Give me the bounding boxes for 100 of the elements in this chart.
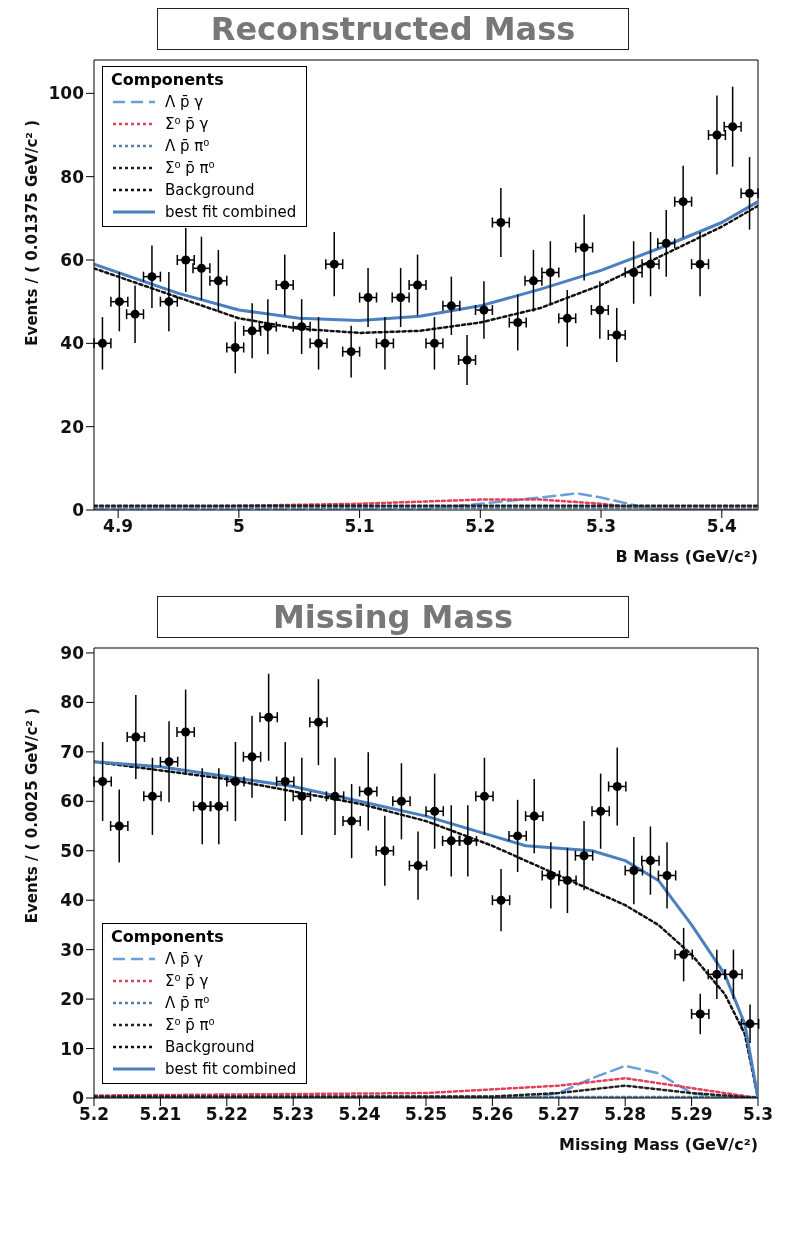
point [347, 816, 357, 826]
y-tick-label: 20 [60, 416, 85, 437]
point [596, 806, 606, 816]
point [645, 856, 655, 866]
x-tick-label: 5.2 [465, 516, 496, 537]
point [646, 259, 656, 269]
point [313, 717, 323, 727]
y-tick-label: 40 [60, 333, 85, 354]
point [612, 781, 622, 791]
x-tick-label: 5.24 [338, 1104, 381, 1125]
point [446, 301, 456, 311]
point [513, 831, 523, 841]
x-tick-label: 5.25 [405, 1104, 447, 1125]
x-tick-label: 5.22 [205, 1104, 248, 1125]
point [413, 861, 423, 871]
y-tick-label: 20 [60, 989, 85, 1010]
point [164, 757, 174, 767]
legend-title: Components [111, 927, 225, 946]
y-tick-label: 30 [60, 939, 85, 960]
point [446, 836, 456, 846]
point [346, 347, 356, 357]
point [247, 752, 257, 762]
point [529, 811, 539, 821]
y-tick-label: 60 [60, 791, 85, 812]
legend-label: Background [165, 1038, 255, 1056]
legend-label: Background [165, 181, 255, 199]
point [264, 712, 274, 722]
legend-title: Components [111, 70, 225, 89]
point [114, 821, 124, 831]
x-tick-label: 5.26 [471, 1104, 514, 1125]
point [363, 292, 373, 303]
point [329, 259, 339, 269]
point [496, 895, 506, 905]
x-tick-label: 5.23 [272, 1104, 315, 1125]
x-tick-label: 5.21 [139, 1104, 182, 1125]
point [662, 870, 672, 880]
point [363, 786, 373, 796]
point [131, 732, 141, 742]
chart-title: Reconstructed Mass [157, 8, 629, 50]
point [98, 777, 108, 787]
point [728, 122, 738, 132]
point [181, 255, 191, 265]
point [712, 130, 722, 140]
legend-label: Σ⁰ p̄ γ [165, 115, 209, 133]
point [546, 870, 556, 880]
x-tick-label: 5.1 [344, 516, 375, 537]
x-tick-label: 5.3 [585, 516, 617, 537]
y-tick-label: 60 [60, 250, 85, 271]
point [679, 950, 689, 960]
point [579, 242, 589, 253]
y-tick-label: 80 [60, 692, 85, 713]
point [314, 338, 324, 348]
y-tick-label: 0 [72, 500, 85, 521]
point [147, 272, 157, 282]
legend-label: Λ p̄ π⁰ [165, 137, 210, 155]
point [396, 292, 406, 303]
legend-label: Λ p̄ π⁰ [165, 994, 210, 1012]
y-tick-label: 10 [60, 1038, 85, 1059]
x-axis-title: Missing Mass (GeV/c²) [558, 1135, 758, 1154]
point [130, 309, 140, 319]
x-tick-label: 4.9 [103, 516, 134, 537]
point [612, 330, 622, 340]
point [496, 217, 506, 228]
point [147, 791, 157, 801]
point [430, 806, 440, 816]
point [396, 796, 406, 806]
point [629, 267, 639, 278]
x-tick-label: 5.2 [78, 1104, 110, 1125]
legend-label: Λ p̄ γ [165, 950, 204, 968]
point [528, 276, 538, 286]
point [263, 322, 273, 332]
x-tick-label: 5.28 [604, 1104, 647, 1125]
legend-label: best fit combined [165, 1060, 297, 1078]
point [380, 846, 390, 856]
point [280, 777, 290, 787]
point [479, 305, 489, 315]
legend-label: best fit combined [165, 203, 297, 221]
point [413, 280, 423, 290]
x-tick-label: 5 [232, 516, 245, 537]
point [745, 1019, 755, 1029]
x-tick-label: 5.4 [706, 516, 738, 537]
point [380, 338, 390, 348]
point [429, 338, 439, 348]
point [695, 1009, 705, 1019]
y-tick-label: 50 [60, 840, 85, 861]
point [97, 338, 107, 348]
point [712, 969, 722, 979]
legend-label: Σ⁰ p̄ π⁰ [165, 1016, 215, 1034]
point [545, 267, 555, 278]
point [297, 791, 307, 801]
x-axis-title: B Mass (GeV/c²) [615, 547, 758, 566]
point [661, 238, 671, 248]
point [695, 259, 705, 269]
x-tick-label: 5.29 [670, 1104, 713, 1125]
point [330, 791, 340, 801]
point [513, 317, 523, 328]
point [479, 791, 489, 801]
point [247, 326, 257, 336]
chart-title: Missing Mass [157, 596, 629, 638]
y-tick-label: 80 [60, 166, 85, 187]
